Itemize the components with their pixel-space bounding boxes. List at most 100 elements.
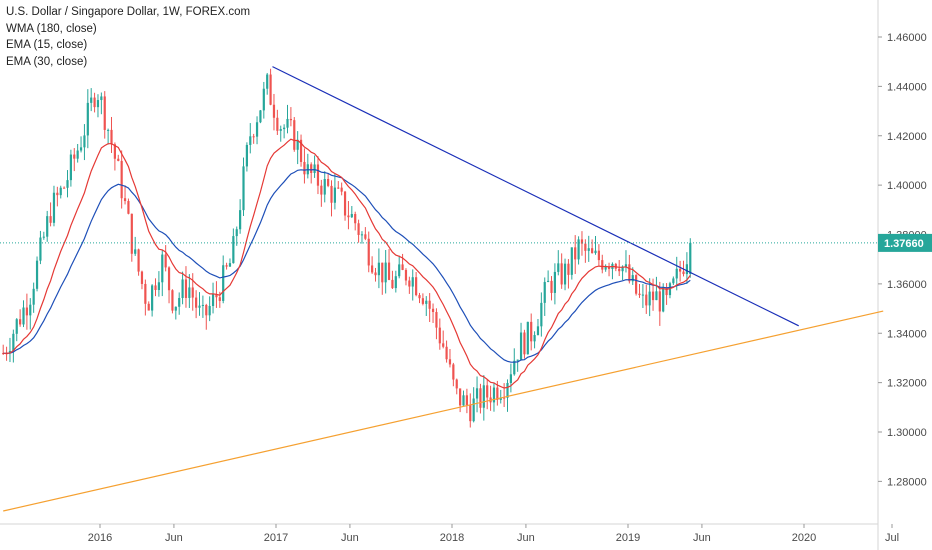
x-tick-label: Jun [693,532,711,544]
candle-body [570,247,573,275]
candle-body [421,298,424,304]
candle-body [211,294,215,306]
candle-body [574,247,577,260]
ema30-line [3,168,691,363]
x-tick-label: 2019 [616,532,640,544]
legend-ema30: EMA (30, close) [6,55,88,68]
candle-body [509,374,512,383]
candle-body [540,302,543,327]
candle-body [100,96,103,101]
candle-body [52,192,56,223]
candle-body [459,388,462,406]
candle-body [255,122,259,137]
candle-body [675,268,678,279]
candle-body [59,187,62,196]
candle-body [445,346,448,360]
candle-body [242,166,245,211]
candle-body [607,266,611,270]
candle-body [404,269,408,281]
candle-body [425,300,428,304]
candle-body [83,135,86,148]
x-tick-label: 2020 [792,532,816,544]
last-price-label: 1.37660 [884,238,924,250]
candle-body [621,266,624,272]
candle-body [35,260,39,289]
candle-body [333,187,336,203]
candle-body [239,210,242,230]
candle-body [167,267,171,291]
candle-body [411,277,414,287]
candle-body [79,147,83,151]
candle-body [682,271,685,275]
candle-body [29,304,32,316]
candle-body [289,118,292,121]
candle-body [340,187,343,192]
candle-body [262,88,265,111]
candle-body [259,110,262,123]
candle-body [638,293,641,296]
candle-body [577,239,580,260]
candle-body [22,307,25,325]
trendline-down [272,66,799,327]
candle-body [448,359,452,365]
candle-body [391,279,394,289]
candle-body [679,268,682,272]
y-tick-label: 1.36000 [887,279,927,291]
candle-body [635,275,638,294]
candle-body [8,350,12,354]
candle-body [144,283,147,304]
candle-body [357,223,360,235]
candle-body [377,262,380,276]
candle-body [42,236,45,238]
candle-body [648,291,651,306]
candle-body [367,238,370,266]
candle-body [452,364,455,380]
candle-body [235,229,238,237]
candle-body [32,288,35,305]
candle-body [503,397,506,399]
candle-body [222,265,225,301]
candle-body [12,333,15,351]
candle-body [553,271,556,293]
x-tick-label: 2018 [440,532,464,544]
candle-body [164,254,167,268]
candle-body [519,332,523,360]
candle-body [184,279,188,298]
candle-body [689,242,692,274]
candle-body [350,214,353,218]
candle-body [465,395,468,406]
candle-body [127,201,130,214]
candle-body [536,326,540,336]
candle-body [316,164,320,186]
x-tick-label: Jun [517,532,535,544]
candle-body [594,250,597,254]
candle-body [137,249,140,272]
y-tick-label: 1.44000 [887,81,927,93]
candle-body [25,307,28,316]
candle-body [313,164,316,173]
candle-body [283,127,286,130]
candle-body [408,280,411,287]
candle-body [472,398,475,422]
candle-body [343,191,347,216]
candle-body [431,308,435,313]
candle-body [530,321,533,342]
candle-body [46,216,49,237]
y-tick-label: 1.32000 [887,378,927,390]
candle-body [266,74,269,89]
candle-body [191,287,194,298]
candle-body [269,74,272,105]
candle-body [401,264,404,270]
candle-body [215,294,218,298]
x-tick-label: Jun [165,532,183,544]
candle-body [492,387,496,403]
candle-body [276,117,279,131]
candle-body [435,312,438,328]
candle-body [15,319,18,334]
x-tick-label: 2017 [264,532,288,544]
candle-body [469,405,472,422]
candle-body [631,275,634,282]
y-tick-label: 1.40000 [887,180,927,192]
candle-body [604,266,607,270]
